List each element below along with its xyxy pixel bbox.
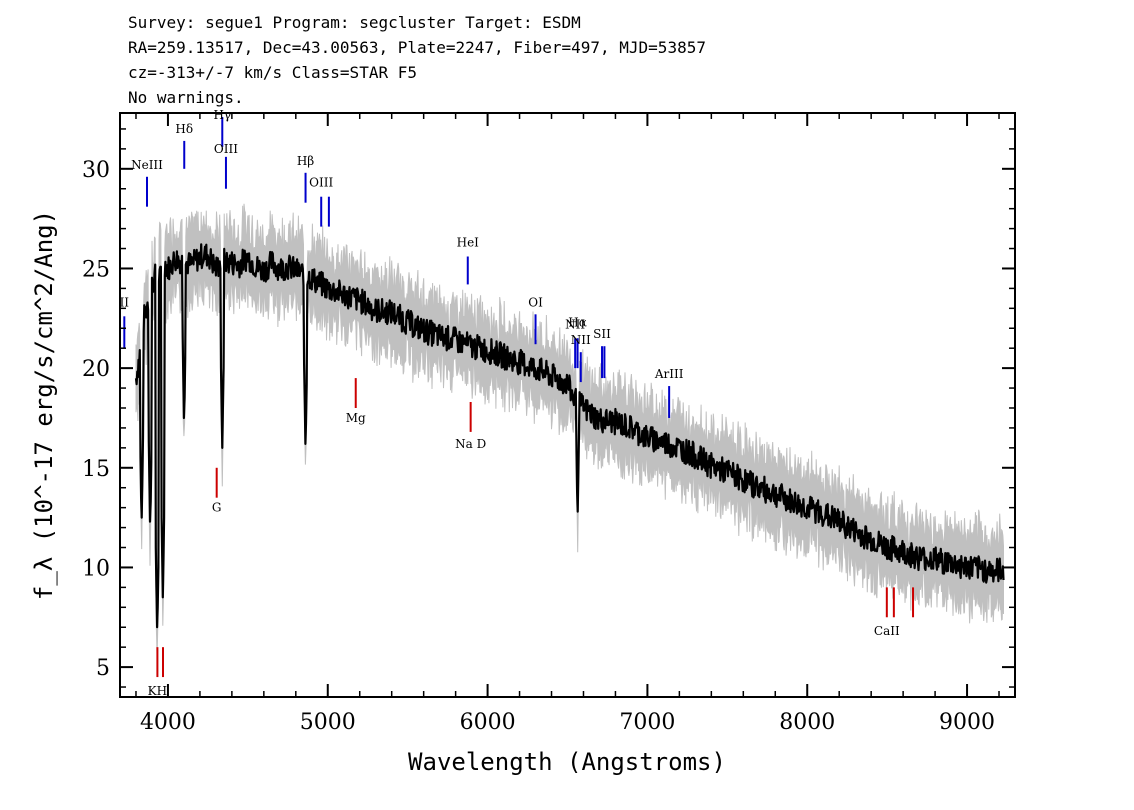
header-line-4: No warnings. [128, 88, 244, 107]
emission-marker-label: Hβ [297, 154, 314, 168]
axis-ticks: 4000 5000 6000 7000 8000 9000 5 10 15 20 25 30 [82, 113, 1015, 735]
y-tick-label: 25 [82, 257, 110, 282]
x-tick-label: 7000 [619, 710, 675, 735]
x-tick-label: 6000 [460, 710, 516, 735]
emission-marker-label: OI [528, 295, 543, 309]
absorption-marker-label: CaII [874, 624, 900, 638]
x-tick-label: 8000 [779, 710, 835, 735]
emission-marker-label: NeIII [131, 158, 163, 172]
emission-marker-label: II [120, 295, 130, 309]
emission-marker-label: Hα [568, 315, 587, 329]
x-tick-label: 9000 [939, 710, 995, 735]
flux-series-line [134, 243, 1005, 629]
emission-marker-label: SII [593, 327, 611, 341]
emission-marker-label: NII [571, 333, 591, 347]
y-tick-label: 30 [82, 158, 110, 183]
emission-marker-label: HeI [457, 236, 480, 250]
x-axis-label: Wavelength (Angstroms) [408, 748, 726, 776]
y-tick-label: 15 [82, 457, 110, 482]
emission-marker-label: ArIII [654, 367, 684, 381]
flux-line-layer [134, 243, 1005, 629]
y-tick-label: 10 [82, 556, 110, 581]
absorption-marker-label: Mg [346, 411, 366, 425]
emission-marker-label: Hδ [175, 122, 193, 136]
emission-marker-label: NII [565, 317, 585, 331]
flux-error-region [135, 203, 1004, 658]
y-axis-label: f_λ (10^-17 erg/s/cm^2/Ang) [30, 210, 58, 600]
absorption-marker-label: Na D [455, 437, 486, 451]
flux-error-band [135, 203, 1004, 658]
x-tick-label: 5000 [300, 710, 356, 735]
absorption-marker-label: KH [148, 684, 167, 698]
emission-marker-label: OIII [309, 176, 333, 190]
header-line-2: RA=259.13517, Dec=43.00563, Plate=2247, … [128, 38, 706, 57]
plot-frame [119, 112, 1016, 698]
header-line-3: cz=-313+/-7 km/s Class=STAR F5 [128, 63, 417, 82]
y-tick-label: 5 [96, 656, 110, 681]
y-tick-label: 20 [82, 357, 110, 382]
emission-marker-label: Hγ [213, 108, 231, 122]
x-tick-label: 4000 [140, 710, 196, 735]
absorption-marker-label: G [212, 501, 222, 515]
header-line-1: Survey: segue1 Program: segcluster Targe… [128, 13, 581, 32]
emission-marker-label: OIII [214, 142, 238, 156]
